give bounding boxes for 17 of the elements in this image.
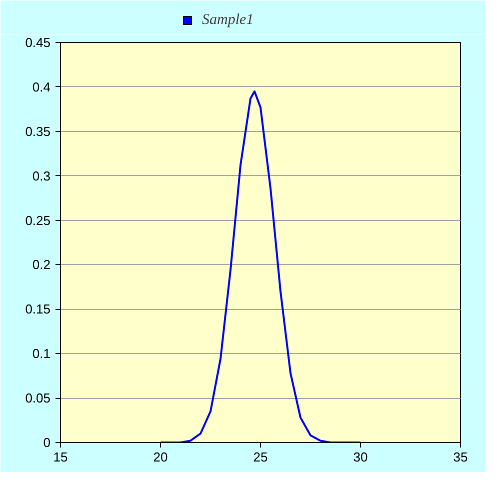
- x-tick-label: 25: [253, 450, 268, 464]
- y-tick-label: 0.15: [25, 302, 51, 317]
- y-tick-label: 0.3: [32, 168, 51, 184]
- line-series: [160, 90, 362, 442]
- y-tick-label: 0: [43, 435, 51, 450]
- x-tick-label: 15: [53, 450, 68, 464]
- x-tick-label: 20: [153, 450, 168, 464]
- y-tick-label: 0.35: [25, 124, 51, 139]
- y-tick-label: 0.05: [25, 390, 51, 406]
- y-tick-label: 0.25: [25, 212, 51, 228]
- y-tick-label: 0.2: [32, 257, 51, 272]
- y-tick-label: 0.4: [32, 79, 51, 94]
- x-tick-label: 35: [453, 450, 468, 464]
- y-tick-label: 0.45: [25, 35, 51, 50]
- x-tick-label: 30: [353, 450, 368, 464]
- y-tick-label: 0.1: [32, 346, 51, 362]
- legend-label: Sample1: [202, 12, 254, 28]
